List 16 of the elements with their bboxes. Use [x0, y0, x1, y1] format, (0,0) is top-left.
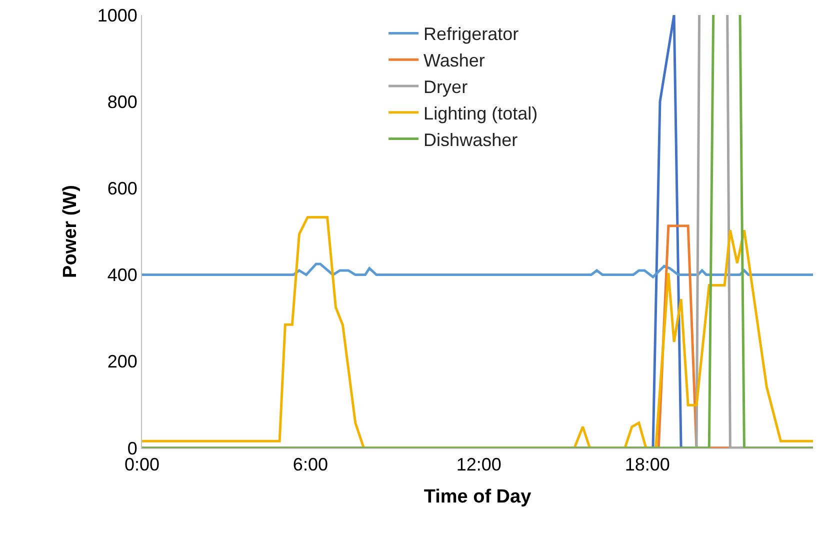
y-tick-label: 400	[107, 265, 138, 286]
x-tick-label: 6:00	[292, 454, 328, 475]
y-tick-label: 200	[107, 352, 138, 372]
y-tick-label: 600	[107, 178, 138, 198]
legend-label: Dryer	[424, 77, 468, 98]
x-tick-label: 12:00	[456, 454, 502, 475]
line-series	[142, 262, 813, 278]
legend-label: Refrigerator	[424, 24, 519, 44]
legend-label: Lighting (total)	[424, 103, 538, 124]
legend-label: Washer	[424, 50, 485, 71]
y-tick-label: 1000	[97, 5, 138, 26]
y-tick-label: 800	[107, 92, 138, 112]
legend-label: Dishwasher	[424, 130, 518, 150]
x-tick-label: 18:00	[624, 454, 670, 475]
x-axis-title: Time of Day	[424, 486, 532, 508]
y-axis-title: Power (W)	[60, 185, 82, 278]
